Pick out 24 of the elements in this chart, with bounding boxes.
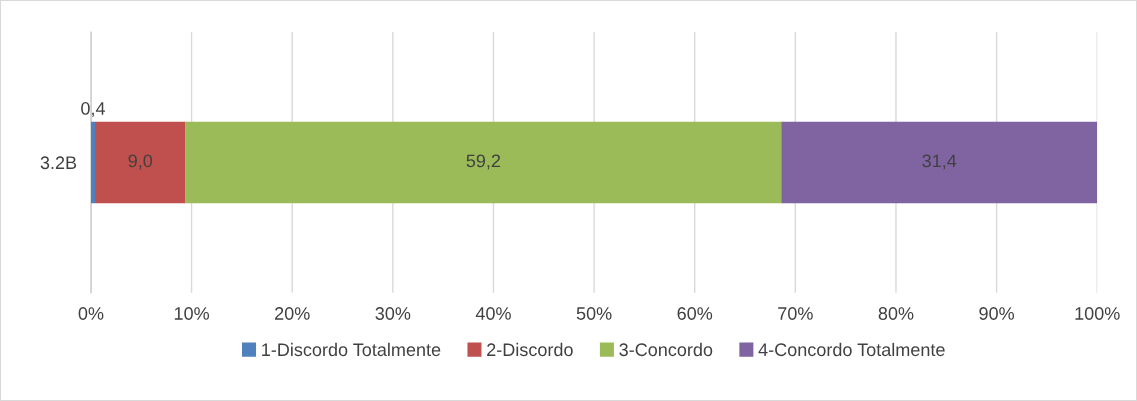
x-tick-label: 40% <box>475 307 511 320</box>
x-tick-label: 60% <box>677 307 713 320</box>
legend-label: 2-Discordo <box>487 342 573 357</box>
bar <box>185 121 782 204</box>
data-label: 0,4 <box>81 102 105 117</box>
x-tick-label: 90% <box>979 307 1015 320</box>
bar <box>94 121 186 204</box>
legend-label: 4-Concordo Totalmente <box>758 342 945 357</box>
x-tick-label: 0% <box>78 307 104 320</box>
x-tick-label: 100% <box>1075 307 1120 320</box>
bar <box>781 121 1098 204</box>
bar <box>90 121 95 204</box>
x-tick-label: 50% <box>576 307 612 320</box>
data-label: 9,0 <box>128 154 153 170</box>
legend-label: 1-Discordo Totalmente <box>262 342 441 357</box>
y-tick-label: 3.2B <box>40 156 77 170</box>
x-tick-label: 30% <box>375 307 411 320</box>
legend-label: 3-Concordo <box>619 342 713 357</box>
x-tick-label: 70% <box>778 307 813 320</box>
x-tick-label: 10% <box>174 307 210 320</box>
x-tick-label: 80% <box>878 307 914 320</box>
x-tick-label: 20% <box>275 307 310 320</box>
data-label: 31,4 <box>922 154 957 170</box>
data-label: 59,2 <box>466 154 501 170</box>
